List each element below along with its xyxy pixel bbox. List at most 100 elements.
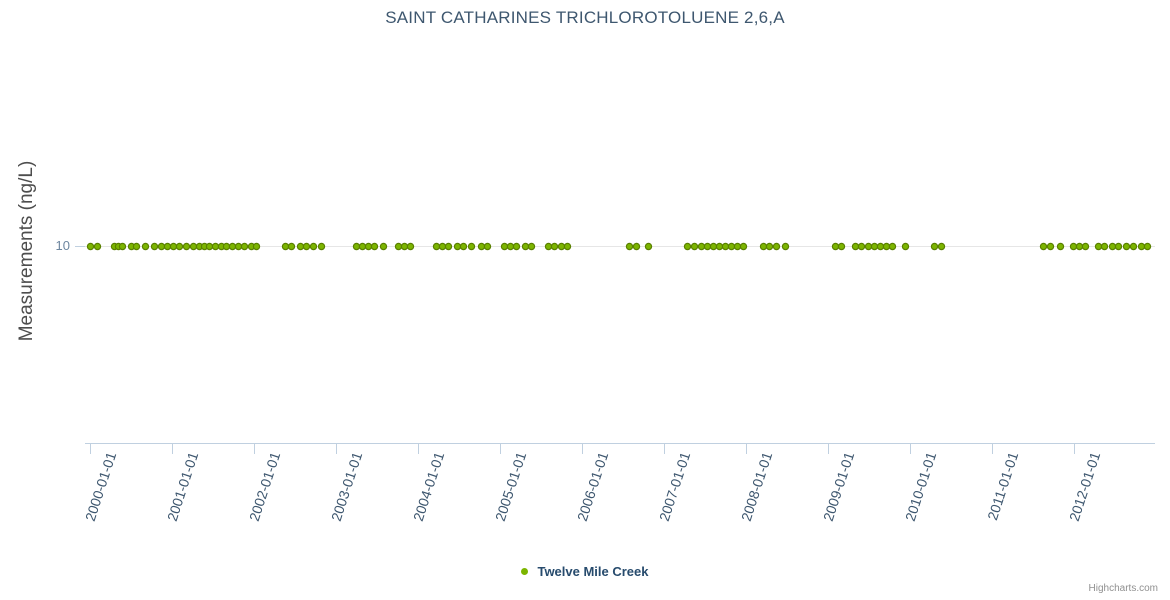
data-point[interactable] — [212, 243, 218, 249]
data-point[interactable] — [883, 243, 889, 249]
data-point[interactable] — [722, 243, 728, 249]
data-point[interactable] — [1070, 243, 1076, 249]
data-point[interactable] — [871, 243, 877, 249]
data-point[interactable] — [626, 243, 632, 249]
data-point[interactable] — [1130, 243, 1136, 249]
data-point[interactable] — [1138, 243, 1144, 249]
data-point[interactable] — [297, 243, 303, 249]
data-point[interactable] — [691, 243, 697, 249]
data-point[interactable] — [710, 243, 716, 249]
data-point[interactable] — [760, 243, 766, 249]
data-point[interactable] — [513, 243, 519, 249]
data-point[interactable] — [253, 243, 259, 249]
plot-area[interactable] — [85, 60, 1155, 443]
data-point[interactable] — [704, 243, 710, 249]
data-point[interactable] — [838, 243, 844, 249]
data-point[interactable] — [645, 243, 651, 249]
data-point[interactable] — [142, 243, 148, 249]
data-point[interactable] — [235, 243, 241, 249]
data-point[interactable] — [684, 243, 690, 249]
data-point[interactable] — [111, 243, 117, 249]
data-point[interactable] — [206, 243, 212, 249]
data-point[interactable] — [698, 243, 704, 249]
data-point[interactable] — [353, 243, 359, 249]
data-point[interactable] — [433, 243, 439, 249]
data-point[interactable] — [852, 243, 858, 249]
data-point[interactable] — [164, 243, 170, 249]
data-point[interactable] — [119, 243, 125, 249]
data-point[interactable] — [551, 243, 557, 249]
data-point[interactable] — [365, 243, 371, 249]
data-point[interactable] — [87, 243, 93, 249]
data-point[interactable] — [241, 243, 247, 249]
data-point[interactable] — [176, 243, 182, 249]
data-point[interactable] — [1057, 243, 1063, 249]
data-point[interactable] — [633, 243, 639, 249]
data-point[interactable] — [484, 243, 490, 249]
data-point[interactable] — [303, 243, 309, 249]
data-point[interactable] — [889, 243, 895, 249]
data-point[interactable] — [133, 243, 139, 249]
data-point[interactable] — [1144, 243, 1150, 249]
data-point[interactable] — [728, 243, 734, 249]
data-point[interactable] — [782, 243, 788, 249]
highcharts-credits[interactable]: Highcharts.com — [1088, 583, 1158, 594]
data-point[interactable] — [766, 243, 772, 249]
data-point[interactable] — [395, 243, 401, 249]
data-point[interactable] — [858, 243, 864, 249]
data-point[interactable] — [288, 243, 294, 249]
legend-item-twelve-mile-creek[interactable]: Twelve Mile Creek — [521, 564, 649, 579]
data-point[interactable] — [115, 243, 121, 249]
data-point[interactable] — [734, 243, 740, 249]
data-point[interactable] — [1123, 243, 1129, 249]
data-point[interactable] — [1109, 243, 1115, 249]
data-point[interactable] — [170, 243, 176, 249]
data-point[interactable] — [407, 243, 413, 249]
data-point[interactable] — [371, 243, 377, 249]
data-point[interactable] — [229, 243, 235, 249]
data-point[interactable] — [1047, 243, 1053, 249]
data-point[interactable] — [740, 243, 746, 249]
data-point[interactable] — [445, 243, 451, 249]
data-point[interactable] — [902, 243, 908, 249]
data-point[interactable] — [158, 243, 164, 249]
data-point[interactable] — [151, 243, 157, 249]
data-point[interactable] — [877, 243, 883, 249]
data-point[interactable] — [865, 243, 871, 249]
data-point[interactable] — [528, 243, 534, 249]
data-point[interactable] — [248, 243, 254, 249]
data-point[interactable] — [223, 243, 229, 249]
data-point[interactable] — [196, 243, 202, 249]
data-point[interactable] — [454, 243, 460, 249]
data-point[interactable] — [716, 243, 722, 249]
data-point[interactable] — [501, 243, 507, 249]
data-point[interactable] — [282, 243, 288, 249]
data-point[interactable] — [310, 243, 316, 249]
data-point[interactable] — [931, 243, 937, 249]
data-point[interactable] — [478, 243, 484, 249]
data-point[interactable] — [190, 243, 196, 249]
data-point[interactable] — [359, 243, 365, 249]
data-point[interactable] — [545, 243, 551, 249]
data-point[interactable] — [558, 243, 564, 249]
data-point[interactable] — [318, 243, 324, 249]
data-point[interactable] — [380, 243, 386, 249]
data-point[interactable] — [460, 243, 466, 249]
data-point[interactable] — [1076, 243, 1082, 249]
data-point[interactable] — [218, 243, 224, 249]
data-point[interactable] — [1115, 243, 1121, 249]
data-point[interactable] — [401, 243, 407, 249]
data-point[interactable] — [832, 243, 838, 249]
data-point[interactable] — [201, 243, 207, 249]
data-point[interactable] — [1101, 243, 1107, 249]
data-point[interactable] — [439, 243, 445, 249]
data-point[interactable] — [564, 243, 570, 249]
data-point[interactable] — [1095, 243, 1101, 249]
data-point[interactable] — [507, 243, 513, 249]
data-point[interactable] — [1040, 243, 1046, 249]
data-point[interactable] — [938, 243, 944, 249]
data-point[interactable] — [128, 243, 134, 249]
data-point[interactable] — [183, 243, 189, 249]
data-point[interactable] — [773, 243, 779, 249]
data-point[interactable] — [522, 243, 528, 249]
